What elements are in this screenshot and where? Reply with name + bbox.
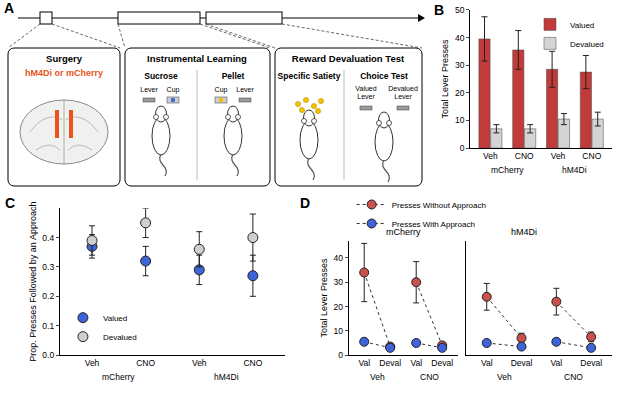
svg-text:10: 10 (455, 115, 465, 125)
svg-text:0.1: 0.1 (42, 321, 54, 331)
svg-text:hM4Di: hM4Di (511, 227, 537, 237)
svg-text:ValuedLever: ValuedLever (355, 85, 376, 100)
svg-text:hM4Di: hM4Di (214, 372, 239, 382)
svg-text:Veh: Veh (483, 151, 498, 161)
svg-text:hM4Di: hM4Di (562, 165, 587, 175)
svg-text:Valued: Valued (570, 20, 594, 29)
svg-text:Presses Without Approach: Presses Without Approach (392, 201, 486, 210)
svg-text:0.2: 0.2 (42, 291, 54, 301)
svg-text:Presses With Approach: Presses With Approach (392, 220, 475, 229)
svg-text:Choice Test: Choice Test (360, 71, 408, 81)
svg-text:0.4: 0.4 (42, 233, 54, 243)
svg-text:Cup: Cup (215, 86, 228, 94)
svg-text:Reward Devaluation Test: Reward Devaluation Test (292, 53, 405, 64)
svg-text:0: 0 (460, 143, 465, 153)
svg-text:Devalued: Devalued (570, 39, 604, 48)
svg-text:B: B (434, 2, 444, 18)
svg-text:Veh: Veh (497, 372, 512, 382)
svg-text:Val: Val (358, 358, 370, 368)
svg-text:mCherry: mCherry (386, 227, 421, 237)
svg-text:0.3: 0.3 (42, 262, 54, 272)
svg-text:CNO: CNO (515, 151, 534, 161)
svg-text:20: 20 (333, 302, 343, 312)
svg-text:D: D (300, 195, 310, 211)
svg-text:A: A (4, 0, 14, 16)
svg-text:Devalued: Devalued (103, 333, 137, 342)
svg-text:Pellet: Pellet (222, 71, 245, 81)
svg-text:Deval: Deval (431, 358, 453, 368)
svg-text:hM4Di or mCherry: hM4Di or mCherry (25, 68, 103, 78)
svg-text:Veh: Veh (192, 358, 207, 368)
svg-text:C: C (5, 195, 15, 211)
svg-text:Lever: Lever (140, 86, 158, 93)
svg-text:40: 40 (455, 33, 465, 43)
svg-text:Lever: Lever (236, 86, 254, 93)
svg-text:Deval: Deval (379, 358, 401, 368)
svg-text:CNO: CNO (564, 372, 583, 382)
svg-text:Deval: Deval (580, 358, 602, 368)
svg-text:CNO: CNO (420, 372, 439, 382)
svg-text:Prop. Presses Followed by an A: Prop. Presses Followed by an Approach (28, 202, 38, 362)
svg-text:0: 0 (338, 350, 343, 360)
svg-text:40: 40 (333, 253, 343, 263)
svg-text:Veh: Veh (551, 151, 566, 161)
svg-text:CNO: CNO (582, 151, 601, 161)
svg-text:Cup: Cup (167, 86, 180, 94)
svg-text:Total Lever Presses: Total Lever Presses (319, 258, 329, 338)
svg-text:CNO: CNO (243, 358, 262, 368)
svg-text:mCherry: mCherry (102, 372, 135, 382)
svg-text:Instrumental Learning: Instrumental Learning (147, 53, 247, 64)
svg-text:30: 30 (455, 60, 465, 70)
svg-text:Veh: Veh (85, 358, 100, 368)
svg-text:50: 50 (455, 5, 465, 15)
svg-text:Sucrose: Sucrose (144, 71, 178, 81)
svg-text:20: 20 (455, 88, 465, 98)
svg-text:Veh: Veh (370, 372, 385, 382)
svg-text:Valued: Valued (103, 314, 127, 323)
svg-text:Surgery: Surgery (46, 53, 83, 64)
svg-text:Deval: Deval (511, 358, 533, 368)
svg-text:10: 10 (333, 326, 343, 336)
svg-text:Total Lever Presses: Total Lever Presses (440, 39, 450, 119)
svg-text:Specific Satiety: Specific Satiety (278, 71, 341, 81)
svg-text:CNO: CNO (136, 358, 155, 368)
svg-text:Val: Val (410, 358, 422, 368)
svg-text:30: 30 (333, 277, 343, 287)
svg-text:Val: Val (481, 358, 493, 368)
svg-text:mCherry: mCherry (491, 165, 524, 175)
svg-text:Val: Val (551, 358, 563, 368)
svg-text:0.0: 0.0 (42, 350, 54, 360)
svg-text:DevaluedLever: DevaluedLever (388, 85, 418, 100)
